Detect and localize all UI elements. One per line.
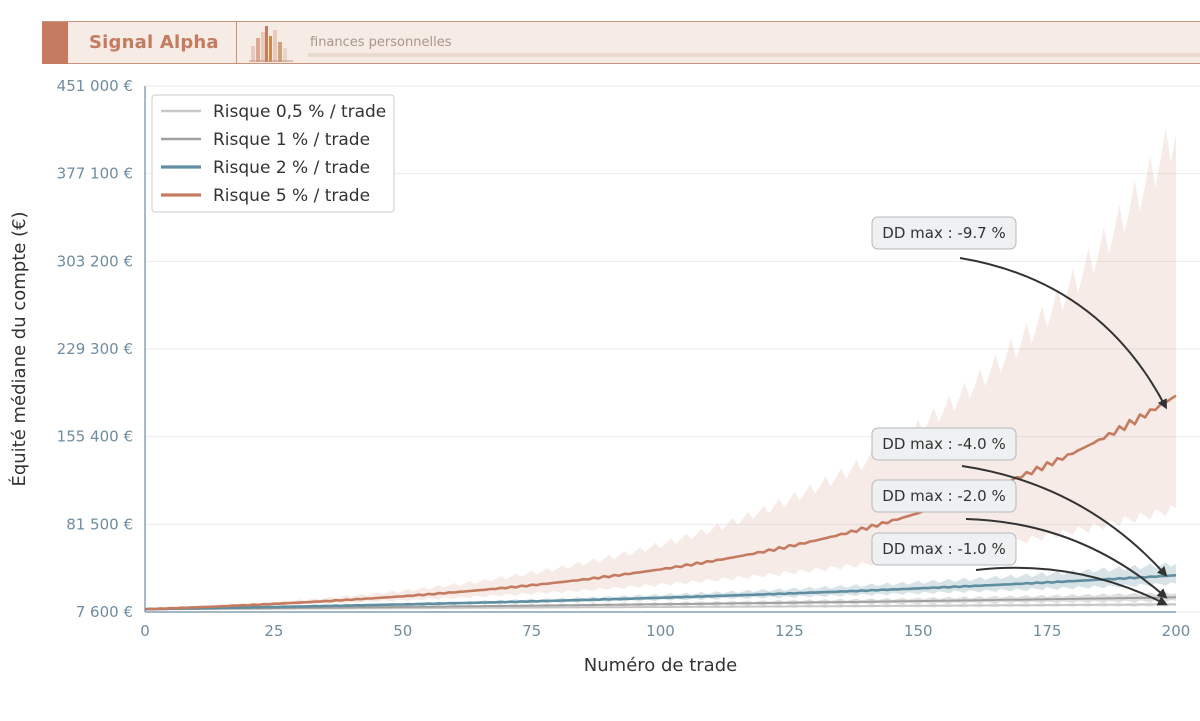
y-axis-label: Équité médiane du compte (€) bbox=[8, 211, 30, 486]
annotation-arrow bbox=[975, 566, 1168, 606]
header-tagline: finances personnelles bbox=[310, 35, 452, 50]
annotation-box bbox=[871, 427, 1017, 461]
brand-name[interactable]: Signal Alpha bbox=[89, 32, 219, 53]
x-tick-label: 50 bbox=[393, 622, 412, 640]
annotations: DD max : -9.7 % DD max : -4.0 % DD max : -… bbox=[871, 216, 1168, 606]
y-tick-label: 81 500 € bbox=[66, 515, 133, 533]
header-divider bbox=[236, 22, 237, 64]
x-axis-ticks: 0 25 50 75 100 125 150 175 200 bbox=[140, 622, 1190, 640]
y-tick-label: 451 000 € bbox=[57, 77, 133, 95]
annotation-label: DD max : -1.0 % bbox=[882, 540, 1005, 558]
legend-label: Risque 1 % / trade bbox=[213, 130, 370, 150]
legend-frame bbox=[151, 94, 395, 213]
y-tick-label: 377 100 € bbox=[57, 165, 133, 183]
series-line bbox=[144, 574, 1177, 611]
legend-label: Risque 2 % / trade bbox=[213, 158, 370, 178]
annotation-box bbox=[871, 216, 1017, 250]
x-tick-label: 125 bbox=[775, 622, 804, 640]
y-tick-label: 229 300 € bbox=[57, 340, 133, 358]
header-rule bbox=[308, 53, 1200, 57]
x-tick-label: 200 bbox=[1162, 622, 1191, 640]
annotation-label: DD max : -9.7 % bbox=[882, 224, 1005, 242]
annotation-arrow bbox=[961, 465, 1168, 577]
annotation-box bbox=[871, 479, 1017, 513]
x-axis-label: Numéro de trade bbox=[584, 655, 737, 676]
annotation-label: DD max : -2.0 % bbox=[882, 487, 1005, 505]
y-tick-label: 7 600 € bbox=[76, 603, 133, 621]
legend-label: Risque 5 % / trade bbox=[213, 186, 370, 206]
confidence-band bbox=[145, 601, 1176, 610]
x-tick-label: 0 bbox=[140, 622, 150, 640]
y-tick-label: 303 200 € bbox=[57, 252, 133, 270]
x-tick-label: 150 bbox=[904, 622, 933, 640]
x-tick-label: 75 bbox=[522, 622, 541, 640]
bar-chart-logo-icon bbox=[249, 26, 293, 62]
legend-label: Risque 0,5 % / trade bbox=[213, 102, 386, 122]
annotation-arrow bbox=[965, 518, 1168, 599]
y-axis-ticks: 7 600 € 81 500 € 155 400 € 229 300 € 303 200… bbox=[57, 77, 133, 621]
x-tick-label: 25 bbox=[264, 622, 283, 640]
x-tick-label: 175 bbox=[1033, 622, 1062, 640]
annotation-arrow bbox=[959, 257, 1167, 410]
annotation-label: DD max : -4.0 % bbox=[882, 435, 1005, 453]
header-bar: Signal Alpha finances personnelles bbox=[42, 21, 1200, 64]
header-accent-block bbox=[42, 22, 68, 64]
series-line bbox=[144, 596, 1177, 611]
legend: Risque 0,5 % / trade Risque 1 % / trade Ri… bbox=[151, 94, 395, 213]
y-tick-label: 155 400 € bbox=[57, 428, 133, 446]
annotation-box bbox=[871, 532, 1017, 566]
x-tick-label: 100 bbox=[646, 622, 675, 640]
